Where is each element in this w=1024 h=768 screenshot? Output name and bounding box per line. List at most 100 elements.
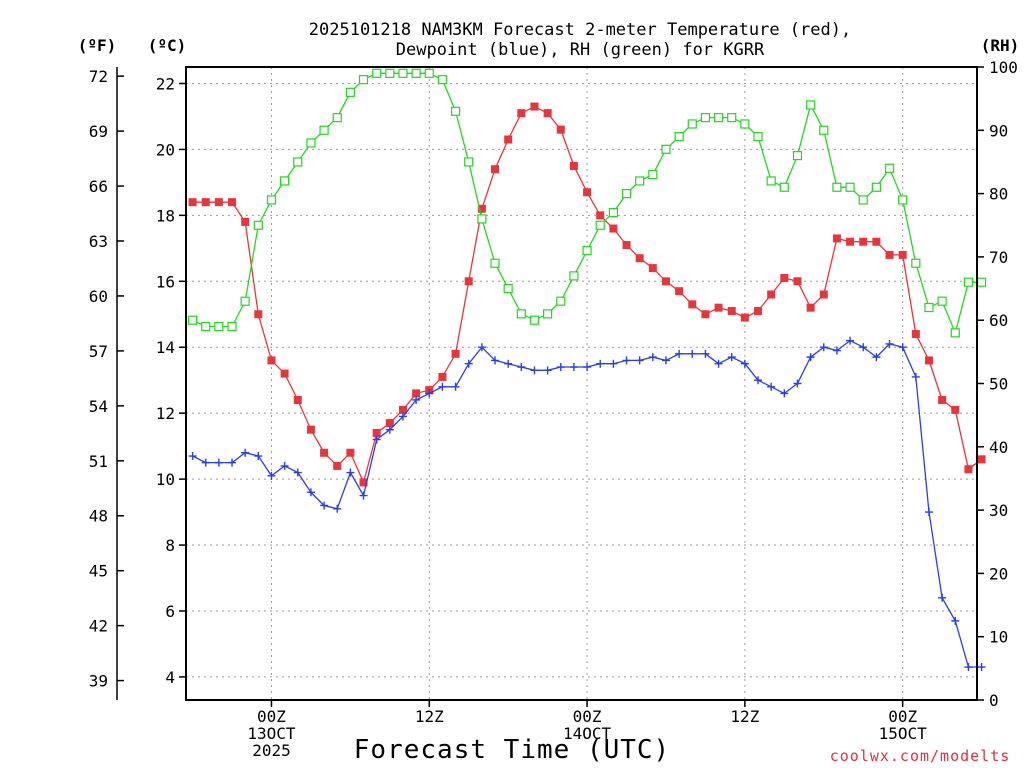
dewpoint-point [596,359,605,368]
temperature-point [819,290,828,299]
temperature-point [188,198,197,207]
rh-point [674,132,684,142]
dewpoint-point [583,363,592,372]
temperature-point [530,102,539,111]
rh-tick-label: 50 [989,375,1008,394]
rh-point [819,125,829,135]
time-tick-label: 12Z [415,707,444,726]
fahrenheit-tick-label: 57 [89,342,108,361]
fahrenheit-tick-label: 69 [89,122,108,141]
dewpoint-point [241,448,250,457]
rh-point [227,321,237,332]
dewpoint-point [477,343,486,352]
dewpoint-point [885,339,894,348]
temperature-point [661,277,670,286]
dewpoint-point [398,412,407,421]
dewpoint-point [346,468,355,477]
temperature-point [504,135,513,144]
dewpoint-point [491,356,500,365]
dewpoint-point [661,356,670,365]
fahrenheit-tick-label: 54 [89,397,108,416]
dewpoint-point [438,382,447,391]
rh-point [648,170,658,180]
temperature-point [267,356,276,365]
temperature-point [359,478,368,487]
rh-point [911,258,921,268]
rh-tick-label: 70 [989,248,1008,267]
rh-point [187,315,198,325]
rh-tick-label: 0 [989,691,999,710]
rh-point [635,176,645,186]
rh-point [529,315,540,325]
series-temperature [188,102,986,487]
series-layer [187,68,987,672]
dewpoint-point [201,458,210,467]
temperature-point [201,198,210,207]
temperature-point [569,161,578,170]
fahrenheit-tick-label: 60 [89,287,108,306]
rh-point [924,302,934,313]
celsius-tick-label: 16 [156,272,175,291]
dewpoint-point [267,471,276,480]
rh-point [898,195,908,205]
temperature-point [254,310,263,319]
dewpoint-point [806,353,815,362]
rh-point [569,271,579,281]
dewpoint-point [964,663,973,672]
rh-point [201,321,211,332]
rh-point [858,195,868,205]
dewpoint-point [517,363,526,372]
rh-point [727,113,737,123]
rh-point [740,119,750,129]
rh-point [253,220,263,230]
dewpoint-point [228,458,237,467]
temperature-point [924,356,933,365]
rh-point [477,214,487,224]
rh-point [424,68,434,78]
temperature-point [885,250,894,259]
dewpoint-point [609,359,618,368]
dewpoint-line [192,339,982,668]
dewpoint-point [924,508,933,517]
dewpoint-point [412,395,421,404]
rh-point [490,258,500,268]
dewpoint-point [648,353,657,362]
rh-point [464,157,474,167]
temperature-point [372,428,381,437]
temperature-point [556,125,565,134]
rh-point [806,100,816,110]
temperature-point [859,237,868,246]
temperature-point [714,303,723,312]
rh-axis: 0 10 20 30 40 50 60 70 80 90 100 [977,58,1018,710]
dewpoint-point [675,349,684,358]
dewpoint-point [359,491,368,500]
temperature-point [477,204,486,213]
dewpoint-point [333,504,342,513]
fahrenheit-tick-label: 51 [89,452,108,471]
fahrenheit-tick-label: 45 [89,562,108,581]
temperature-point [806,303,815,312]
rh-point [779,182,789,192]
dewpoint-point [254,452,263,461]
temperature-point [293,395,302,404]
rh-point [319,125,329,135]
dewpoint-point [451,382,460,391]
temperature-point [622,241,631,250]
dewpoint-point [767,382,776,391]
temperature-point [609,224,618,233]
rh-point [437,75,448,85]
temperature-point [306,425,315,434]
chart-title-line-2: Dewpoint (blue), RH (green) for KGRR [396,40,765,60]
rh-point [503,283,513,294]
temperature-point [951,405,960,414]
dewpoint-point [740,359,749,368]
rh-point [595,220,605,230]
rh-point [266,195,277,205]
dewpoint-point [780,389,789,398]
dewpoint-point [872,353,881,362]
celsius-tick-label: 6 [165,602,175,621]
fahrenheit-tick-label: 42 [89,617,108,636]
rh-point [884,163,895,173]
fahrenheit-tick-label: 72 [89,67,108,86]
temperature-point [464,277,473,286]
